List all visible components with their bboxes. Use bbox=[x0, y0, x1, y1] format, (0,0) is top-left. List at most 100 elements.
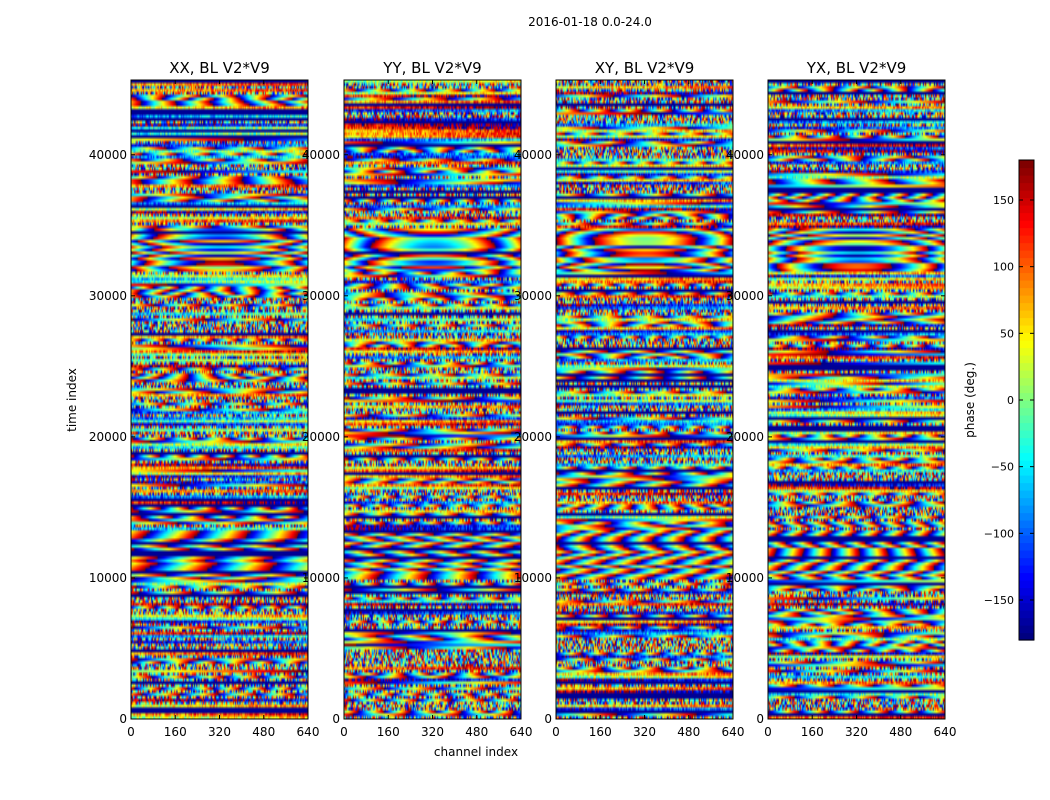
colorbar-segment bbox=[1019, 190, 1034, 199]
x-tick-label: 640 bbox=[297, 725, 320, 739]
x-tick-label: 480 bbox=[465, 725, 488, 739]
x-tick-label: 0 bbox=[764, 725, 772, 739]
colorbar-segment bbox=[1019, 160, 1034, 169]
colorbar-segment bbox=[1019, 407, 1034, 416]
colorbar-tick-label: −150 bbox=[984, 594, 1014, 607]
panel: XX, BL V2*V9 0 160 320 480 640 0 10000 20000 3000… bbox=[89, 59, 320, 739]
colorbar-segment bbox=[1019, 505, 1034, 514]
colorbar-segment bbox=[1019, 482, 1034, 491]
y-tick-label: 40000 bbox=[89, 148, 127, 162]
x-tick-label: 320 bbox=[633, 725, 656, 739]
colorbar-segment bbox=[1019, 595, 1034, 604]
colorbar-segment bbox=[1019, 520, 1034, 529]
colorbar-segment bbox=[1019, 497, 1034, 506]
colorbar-segment bbox=[1019, 175, 1034, 184]
colorbar-segment bbox=[1019, 287, 1034, 296]
colorbar-segment bbox=[1019, 205, 1034, 214]
panel: YY, BL V2*V9 0 160 320 480 640 0 10000 20000 3000… bbox=[302, 59, 533, 739]
colorbar-segment bbox=[1019, 535, 1034, 544]
colorbar-segment bbox=[1019, 452, 1034, 461]
colorbar-segment bbox=[1019, 632, 1034, 641]
colorbar-segment bbox=[1019, 227, 1034, 236]
x-tick-label: 640 bbox=[722, 725, 745, 739]
colorbar-segment bbox=[1019, 257, 1034, 266]
y-tick-label: 10000 bbox=[514, 571, 552, 585]
y-tick-label: 0 bbox=[119, 712, 127, 726]
colorbar-tick-label: 100 bbox=[993, 261, 1014, 274]
colorbar-segment bbox=[1019, 242, 1034, 251]
colorbar-segment bbox=[1019, 167, 1034, 176]
colorbar-segment bbox=[1019, 610, 1034, 619]
colorbar-tick-label: 0 bbox=[1007, 394, 1014, 407]
y-tick-label: 10000 bbox=[726, 571, 764, 585]
colorbar-label: phase (deg.) bbox=[963, 362, 977, 438]
phase-heatmap bbox=[556, 80, 733, 719]
colorbar-segment bbox=[1019, 355, 1034, 364]
colorbar-segment bbox=[1019, 512, 1034, 521]
colorbar-segment bbox=[1019, 422, 1034, 431]
x-tick-label: 320 bbox=[208, 725, 231, 739]
colorbar-segment bbox=[1019, 587, 1034, 596]
panels: XX, BL V2*V9 0 160 320 480 640 0 10000 20000 3000… bbox=[89, 59, 957, 739]
x-tick-label: 0 bbox=[127, 725, 135, 739]
colorbar-segment bbox=[1019, 377, 1034, 386]
colorbar-segment bbox=[1019, 220, 1034, 229]
y-tick-label: 40000 bbox=[514, 148, 552, 162]
colorbar-segment bbox=[1019, 265, 1034, 274]
colorbar-segment bbox=[1019, 557, 1034, 566]
y-tick-label: 20000 bbox=[302, 430, 340, 444]
x-tick-label: 640 bbox=[934, 725, 957, 739]
y-tick-label: 40000 bbox=[726, 148, 764, 162]
colorbar-segment bbox=[1019, 415, 1034, 424]
panel-title: YY, BL V2*V9 bbox=[382, 59, 481, 77]
x-tick-label: 480 bbox=[889, 725, 912, 739]
x-tick-label: 320 bbox=[845, 725, 868, 739]
figure-title: 2016-01-18 0.0-24.0 bbox=[528, 15, 652, 29]
colorbar-segment bbox=[1019, 460, 1034, 469]
panel: XY, BL V2*V9 0 160 320 480 640 0 10000 20000 3000… bbox=[514, 59, 745, 739]
phase-heatmap bbox=[131, 80, 308, 719]
y-tick-label: 30000 bbox=[89, 289, 127, 303]
colorbar-segment bbox=[1019, 280, 1034, 289]
colorbar-segment bbox=[1019, 565, 1034, 574]
colorbar-segment bbox=[1019, 182, 1034, 191]
x-tick-label: 160 bbox=[164, 725, 187, 739]
panel: YX, BL V2*V9 0 160 320 480 640 0 10000 20000 3000… bbox=[726, 59, 957, 739]
y-tick-label: 30000 bbox=[302, 289, 340, 303]
colorbar-segment bbox=[1019, 437, 1034, 446]
x-tick-label: 640 bbox=[510, 725, 533, 739]
y-tick-label: 10000 bbox=[89, 571, 127, 585]
y-tick-label: 20000 bbox=[726, 430, 764, 444]
colorbar-segment bbox=[1019, 250, 1034, 259]
y-tick-label: 30000 bbox=[514, 289, 552, 303]
colorbar-segment bbox=[1019, 542, 1034, 551]
colorbar-segment bbox=[1019, 527, 1034, 536]
x-tick-label: 160 bbox=[377, 725, 400, 739]
colorbar-tick-label: −100 bbox=[984, 527, 1014, 540]
colorbar-segment bbox=[1019, 347, 1034, 356]
colorbar-segment bbox=[1019, 370, 1034, 379]
colorbar-segment bbox=[1019, 490, 1034, 499]
colorbar-segment bbox=[1019, 325, 1034, 334]
x-tick-label: 480 bbox=[677, 725, 700, 739]
colorbar-segment bbox=[1019, 332, 1034, 341]
colorbar-segment bbox=[1019, 385, 1034, 394]
y-tick-label: 20000 bbox=[514, 430, 552, 444]
y-axis-label: time index bbox=[65, 368, 79, 432]
y-tick-label: 40000 bbox=[302, 148, 340, 162]
colorbar-segment bbox=[1019, 302, 1034, 311]
colorbar-segment bbox=[1019, 400, 1034, 409]
colorbar-tick-label: 50 bbox=[1000, 327, 1014, 340]
colorbar: −150 −100 −50 0 50 100 150 bbox=[984, 159, 1035, 641]
colorbar-segment bbox=[1019, 295, 1034, 304]
colorbar-segment bbox=[1019, 212, 1034, 221]
colorbar-segment bbox=[1019, 475, 1034, 484]
colorbar-tick-label: 150 bbox=[993, 194, 1014, 207]
x-tick-label: 160 bbox=[801, 725, 824, 739]
colorbar-segment bbox=[1019, 272, 1034, 281]
y-tick-label: 20000 bbox=[89, 430, 127, 444]
panel-title: XY, BL V2*V9 bbox=[595, 59, 695, 77]
x-tick-label: 480 bbox=[252, 725, 275, 739]
colorbar-segment bbox=[1019, 317, 1034, 326]
